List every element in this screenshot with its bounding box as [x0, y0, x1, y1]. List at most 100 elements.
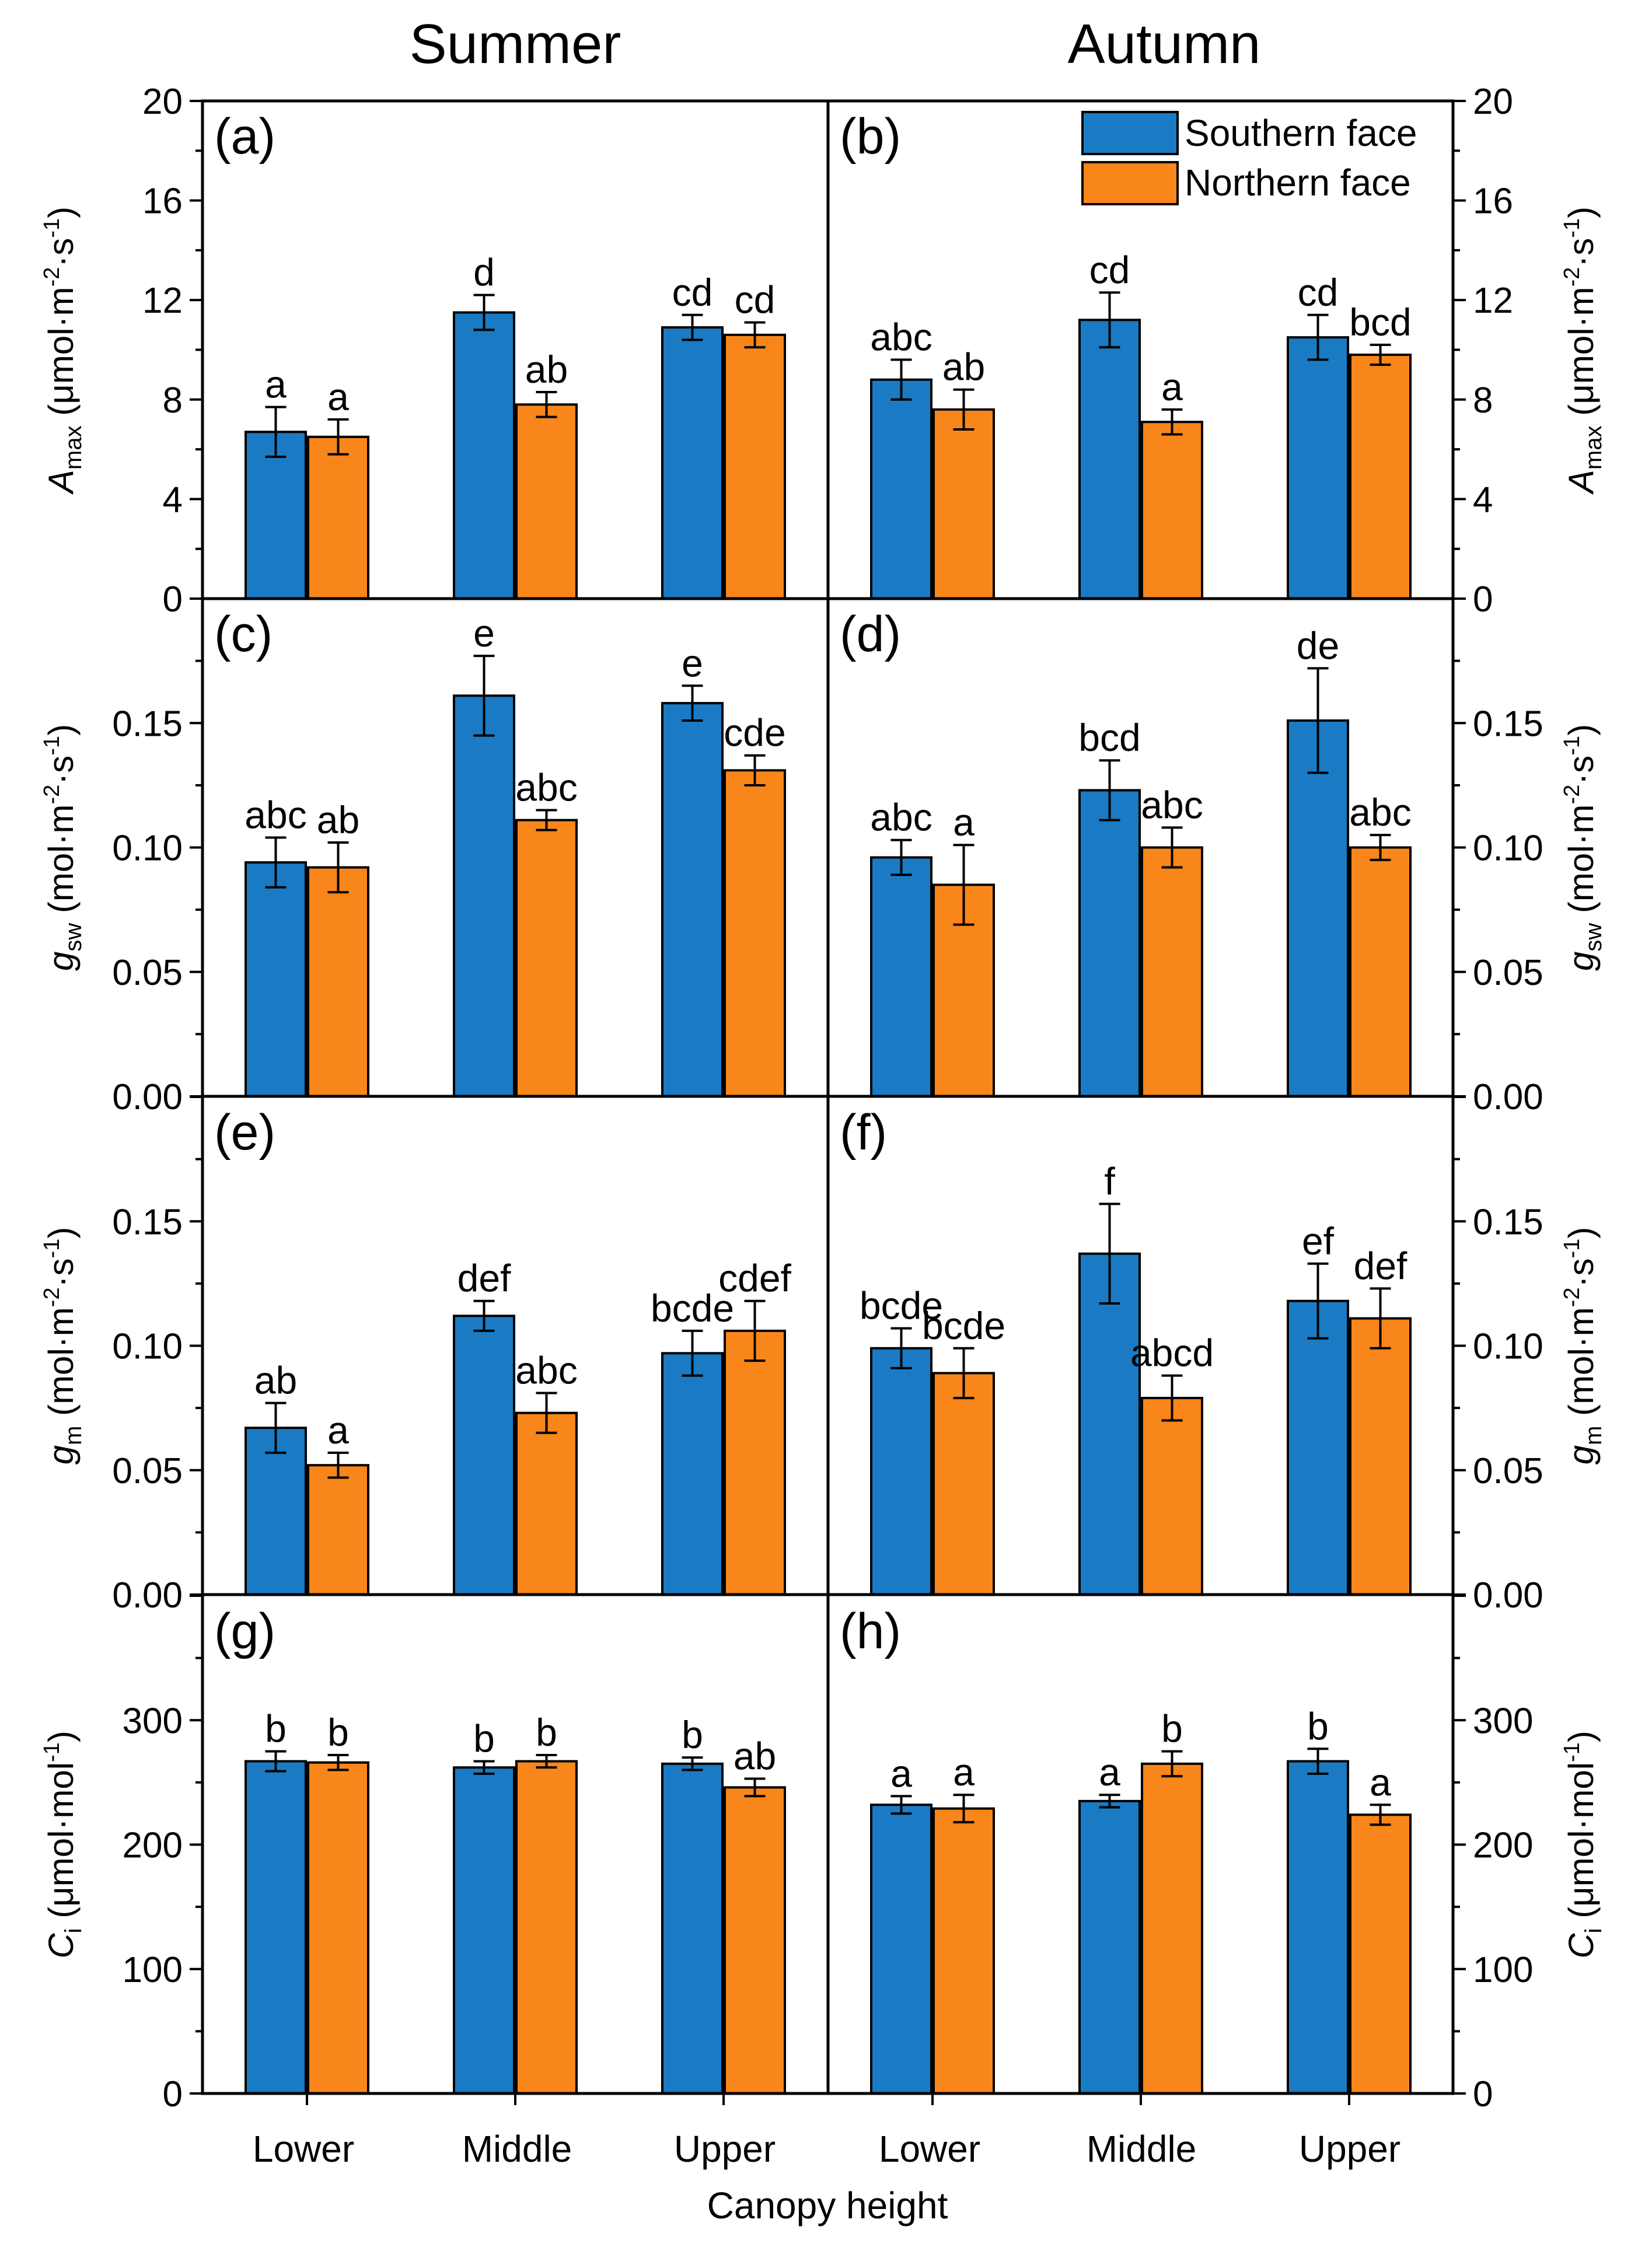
x-tick-label-autumn-lower: Lower [879, 2128, 980, 2170]
bar-southern-upper [661, 702, 724, 1097]
significance-letter-southern-middle: d [473, 251, 495, 294]
bar-southern-middle [1078, 1799, 1141, 2095]
bar-southern-lower [870, 856, 932, 1098]
significance-letter-southern-lower: abc [870, 316, 932, 359]
y-tick-label-right: 300 [1473, 1701, 1533, 1741]
bar-southern-upper [1287, 719, 1349, 1097]
bar-northern-middle [1141, 1762, 1203, 2095]
panel-label: (b) [840, 109, 901, 165]
significance-letter-northern-upper: cde [724, 711, 785, 754]
bar-northern-upper [1349, 354, 1412, 600]
bar-northern-middle [515, 1411, 578, 1596]
bar-northern-upper [724, 769, 786, 1098]
significance-letter-southern-upper: de [1297, 624, 1339, 667]
bar-northern-lower [932, 1372, 995, 1596]
bar-northern-middle [1141, 421, 1203, 600]
significance-letter-northern-upper: ab [734, 1734, 776, 1777]
significance-letter-southern-middle: def [457, 1257, 511, 1300]
significance-letter-southern-upper: ef [1302, 1219, 1335, 1263]
significance-letter-northern-middle: b [1161, 1707, 1183, 1750]
y-tick-label-left: 4 [163, 480, 183, 520]
bar-northern-lower [307, 1761, 369, 2095]
bar-southern-upper [1287, 336, 1349, 600]
bar-northern-upper [724, 333, 786, 600]
y-tick-label-left: 12 [142, 281, 183, 321]
significance-letter-northern-upper: cd [735, 278, 776, 321]
significance-letter-northern-middle: abcd [1130, 1331, 1214, 1375]
bar-southern-upper [661, 1352, 724, 1596]
x-tick-label-summer-middle: Middle [462, 2128, 572, 2170]
y-tick-label-right: 8 [1473, 380, 1493, 421]
y-tick-label-right: 0.10 [1473, 1327, 1543, 1367]
bar-southern-upper [1287, 1299, 1349, 1596]
panel-h: (h)a a ab ba [840, 1603, 1412, 2095]
bar-southern-upper [1287, 1760, 1349, 2095]
y-tick-label-left: 100 [123, 1950, 183, 1990]
bar-southern-middle [1078, 319, 1141, 600]
y-tick-label-left: 200 [123, 1826, 183, 1866]
significance-letter-northern-middle: ab [525, 348, 568, 391]
y-axis-title-right: Amax (μmol·m-2·s-1) [1560, 207, 1606, 495]
significance-letter-northern-lower: bcde [922, 1304, 1005, 1347]
significance-letter-northern-lower: a [327, 1408, 349, 1452]
significance-letter-northern-lower: ab [317, 798, 359, 841]
significance-letter-southern-middle: e [473, 611, 495, 655]
significance-letter-northern-upper: cdef [718, 1257, 791, 1300]
y-tick-label-right: 200 [1473, 1826, 1533, 1866]
significance-letter-southern-lower: bcde [860, 1284, 943, 1327]
bar-northern-upper [724, 1329, 786, 1596]
bar-northern-middle [515, 1760, 578, 2095]
panel-label: (d) [840, 606, 901, 662]
x-tick-label-autumn-middle: Middle [1087, 2128, 1197, 2170]
y-tick-label-left: 300 [123, 1701, 183, 1741]
significance-letter-southern-middle: bcd [1078, 716, 1140, 759]
y-tick-label-right: 0.10 [1473, 829, 1543, 869]
bar-southern-lower [870, 1347, 932, 1596]
bar-northern-middle [515, 819, 578, 1097]
bar-northern-lower [932, 408, 995, 600]
bar-southern-lower [245, 861, 307, 1097]
y-tick-label-right: 0.15 [1473, 704, 1543, 744]
legend-swatch-southern [1081, 111, 1179, 155]
bar-southern-middle [453, 694, 515, 1097]
significance-letter-southern-upper: e [682, 641, 703, 684]
y-axis-title-right: Ci (μmol·mol-1) [1560, 1731, 1606, 1959]
y-tick-label-left: 0 [163, 2074, 183, 2114]
y-tick-label-right: 0.00 [1473, 1575, 1543, 1616]
y-tick-label-left: 0.15 [112, 1202, 183, 1242]
bar-southern-lower [870, 378, 932, 600]
y-tick-label-left: 0.00 [112, 1575, 183, 1616]
significance-letter-southern-lower: a [265, 363, 287, 406]
significance-letter-southern-lower: a [890, 1752, 912, 1795]
significance-letter-southern-upper: bcde [651, 1287, 734, 1330]
y-axis-title-left: gm (mol·m-2·s-1) [40, 1227, 86, 1465]
x-tick-label-summer-upper: Upper [674, 2128, 776, 2170]
y-tick-label-left: 20 [142, 82, 183, 122]
legend-swatch-northern [1081, 161, 1179, 205]
significance-letter-southern-upper: cd [1298, 271, 1339, 314]
panel-label: (f) [840, 1104, 887, 1161]
significance-letter-northern-upper: a [1370, 1760, 1391, 1803]
bar-northern-middle [515, 403, 578, 600]
x-tick-label-summer-lower: Lower [253, 2128, 354, 2170]
significance-letter-southern-lower: abc [870, 796, 932, 839]
y-axis-title-left: gsw (mol·m-2·s-1) [40, 724, 86, 971]
significance-letter-northern-middle: a [1161, 365, 1183, 408]
bar-northern-middle [1141, 1397, 1203, 1596]
significance-letter-northern-middle: abc [1141, 783, 1203, 826]
y-tick-label-left: 0.15 [112, 704, 183, 744]
y-axis-title-left: Ci (μmol·mol-1) [40, 1731, 86, 1959]
y-axis-title-right: gm (mol·m-2·s-1) [1560, 1227, 1606, 1465]
x-axis-title: Canopy height [707, 2184, 948, 2226]
significance-letter-northern-middle: abc [515, 1349, 577, 1392]
y-tick-label-right: 0.15 [1473, 1202, 1543, 1242]
y-axis-title-left: Amax (μmol·m-2·s-1) [40, 207, 86, 495]
bar-northern-lower [307, 435, 369, 600]
significance-letter-northern-middle: abc [515, 766, 577, 809]
bar-northern-upper [1349, 1813, 1412, 2095]
bar-southern-upper [661, 1762, 724, 2095]
significance-letter-northern-lower: a [327, 375, 349, 418]
